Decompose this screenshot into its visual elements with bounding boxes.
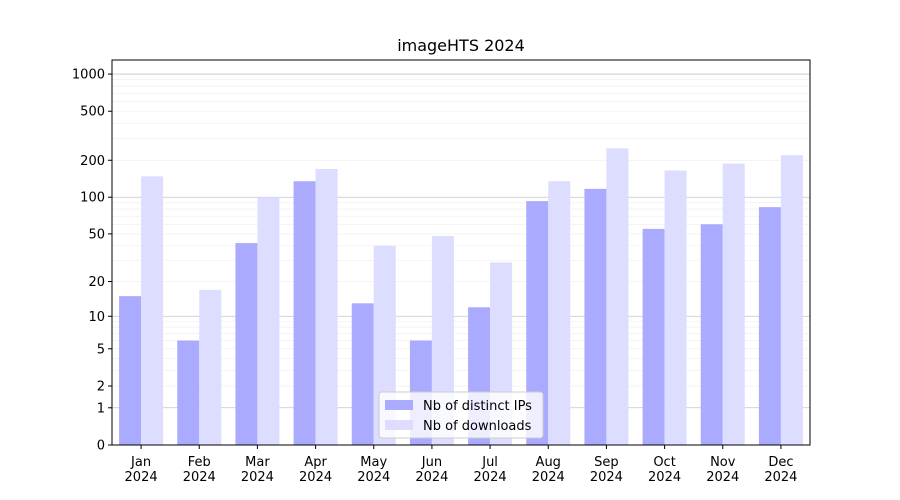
bar-downloads <box>315 168 338 445</box>
x-tick-label: Feb 2024 <box>183 455 216 485</box>
y-tick-label: 1000 <box>72 68 105 83</box>
x-tick-label: Sep 2024 <box>590 455 623 485</box>
x-tick-label: Jan 2024 <box>125 455 158 485</box>
bar-downloads <box>257 197 280 445</box>
legend-swatch <box>385 420 413 430</box>
x-tick-label: Aug 2024 <box>532 455 565 485</box>
bar-distinct-ips <box>177 340 200 445</box>
x-tick-label: May 2024 <box>357 455 390 485</box>
y-tick-label: 5 <box>97 342 105 357</box>
bar-downloads <box>780 155 803 446</box>
bar-distinct-ips <box>526 201 549 445</box>
y-tick-label: 100 <box>80 191 105 206</box>
y-tick-label: 10 <box>88 310 105 325</box>
x-tick-label: Nov 2024 <box>706 455 739 485</box>
x-tick-label: Oct 2024 <box>648 455 681 485</box>
bar-downloads <box>606 148 629 445</box>
legend-label: Nb of downloads <box>423 419 532 434</box>
grid-layer <box>112 73 810 409</box>
y-axis: 0 1 2 5 10 20 50 100 200 500 1000 <box>72 68 112 454</box>
bar-distinct-ips <box>700 224 723 445</box>
bar-downloads <box>199 289 222 445</box>
bar-distinct-ips <box>235 243 258 445</box>
chart-title: imageHTS 2024 <box>397 36 525 55</box>
legend: Nb of distinct IPs Nb of downloads <box>378 391 544 439</box>
bar-downloads <box>722 163 745 445</box>
bar-distinct-ips <box>351 303 374 445</box>
legend-label: Nb of distinct IPs <box>423 399 532 414</box>
bar-downloads <box>664 170 687 445</box>
bar-distinct-ips <box>119 296 142 445</box>
bar-downloads <box>548 181 571 445</box>
bar-distinct-ips <box>758 207 781 445</box>
y-tick-label: 200 <box>80 154 105 169</box>
x-tick-label: Apr 2024 <box>299 455 332 485</box>
bars-layer <box>119 148 803 446</box>
y-tick-label: 1 <box>97 401 105 416</box>
bar-distinct-ips <box>293 181 316 445</box>
y-tick-label: 20 <box>88 275 105 290</box>
y-tick-label: 500 <box>80 105 105 120</box>
x-axis: Jan 2024 Feb 2024 Mar 2024 Apr 2024 May 2024 Jun 20… <box>125 445 797 485</box>
bar-distinct-ips <box>642 228 665 445</box>
x-tick-label: Jul 2024 <box>474 455 507 485</box>
x-tick-label: Dec 2024 <box>764 455 797 485</box>
y-tick-label: 2 <box>97 380 105 395</box>
plot-frame <box>111 59 811 446</box>
legend-swatch <box>385 400 413 410</box>
bar-downloads <box>141 176 164 445</box>
bar-distinct-ips <box>584 188 607 445</box>
x-tick-label: Mar 2024 <box>241 455 274 485</box>
x-tick-label: Jun 2024 <box>415 455 448 485</box>
legend-box <box>378 391 544 439</box>
y-tick-label: 0 <box>97 439 105 454</box>
y-tick-label: 50 <box>88 227 105 242</box>
